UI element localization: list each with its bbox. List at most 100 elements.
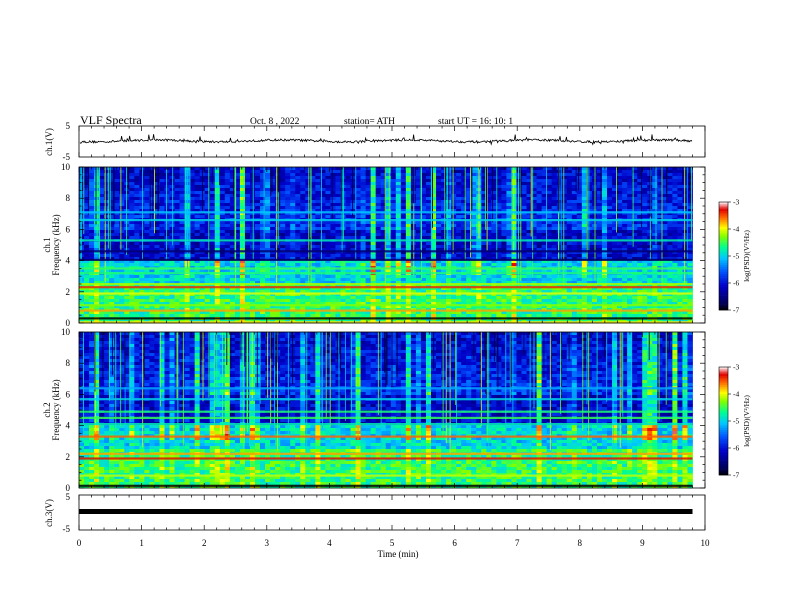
spectrogram-cell bbox=[617, 221, 623, 225]
spectrogram-cell bbox=[536, 260, 543, 264]
spectrogram-cell bbox=[390, 227, 397, 231]
spectrogram-cell bbox=[456, 281, 462, 285]
spectrogram-cell bbox=[209, 200, 216, 204]
spectrogram-cell bbox=[144, 275, 150, 279]
spectrogram-cell bbox=[350, 185, 356, 189]
spectrogram-cell bbox=[375, 251, 382, 255]
spectrogram-cell bbox=[300, 251, 306, 255]
spectrogram-cell bbox=[516, 242, 522, 246]
spectrogram-cell bbox=[576, 227, 583, 231]
spectrogram-cell bbox=[249, 227, 256, 231]
spectrogram-cell bbox=[270, 230, 276, 234]
spectrogram-cell bbox=[124, 269, 130, 273]
spectrogram-cell bbox=[370, 200, 377, 204]
spectrogram-cell bbox=[249, 254, 256, 258]
spectrogram-cell bbox=[234, 242, 241, 246]
spectrogram-cell bbox=[194, 227, 201, 231]
spectrogram-cell bbox=[657, 221, 663, 225]
spectrogram-cell bbox=[260, 230, 266, 234]
spectrogram-cell bbox=[174, 206, 180, 210]
spectrogram-cell bbox=[370, 221, 377, 225]
spectrogram-cell bbox=[229, 179, 236, 183]
spectrogram-cell bbox=[385, 275, 392, 279]
spectrogram-cell bbox=[335, 167, 341, 171]
spectrogram-cell bbox=[149, 191, 155, 195]
spectrogram-cell bbox=[255, 212, 261, 216]
spectrogram-cell bbox=[315, 254, 321, 258]
spectrogram-cell bbox=[114, 242, 120, 246]
spectrogram-cell bbox=[164, 242, 170, 246]
spectrogram-cell bbox=[596, 170, 603, 174]
spectrogram-cell bbox=[194, 263, 201, 267]
spectrogram-cell bbox=[84, 275, 90, 279]
spectrogram-cell bbox=[395, 191, 402, 195]
spectrogram-cell bbox=[179, 194, 185, 198]
spectrogram-cell bbox=[265, 194, 271, 198]
spectrogram-cell bbox=[265, 188, 271, 192]
spectrogram-cell bbox=[119, 227, 125, 231]
spectrogram-cell bbox=[662, 227, 668, 231]
spectrogram-cell bbox=[224, 248, 231, 252]
spectrogram-cell bbox=[295, 182, 301, 186]
spectrogram-cell bbox=[521, 278, 527, 282]
spectrogram-cell bbox=[385, 191, 392, 195]
spectrogram-cell bbox=[461, 167, 467, 171]
spectrogram-cell bbox=[431, 251, 437, 255]
spectrogram-cell bbox=[617, 173, 623, 177]
spectrogram-cell bbox=[159, 182, 165, 186]
spectrogram-cell bbox=[431, 194, 437, 198]
spectrogram-cell bbox=[119, 170, 125, 174]
spectrogram-cell bbox=[249, 257, 256, 261]
spectrogram-cell bbox=[566, 176, 573, 180]
spectrogram-cell bbox=[285, 194, 291, 198]
spectrogram-cell bbox=[260, 245, 266, 249]
spectrogram-cell bbox=[486, 230, 492, 234]
spectrogram-cell bbox=[677, 215, 683, 219]
spectrogram-cell bbox=[365, 269, 372, 273]
spectrogram-cell bbox=[154, 212, 160, 216]
spectrogram-cell bbox=[255, 197, 261, 201]
spectrogram-cell bbox=[144, 182, 150, 186]
spectrogram-cell bbox=[601, 263, 608, 267]
spectrogram-cell bbox=[129, 209, 135, 213]
spectrogram-cell bbox=[496, 263, 502, 267]
spectrogram-cell bbox=[199, 233, 206, 237]
spectrogram-cell bbox=[506, 200, 512, 204]
spectrogram-cell bbox=[687, 203, 693, 207]
spectrogram-cell bbox=[657, 182, 663, 186]
spectrogram-cell bbox=[370, 203, 377, 207]
spectrogram-cell bbox=[486, 197, 492, 201]
spectrogram-cell bbox=[164, 188, 170, 192]
spectrogram-cell bbox=[265, 170, 271, 174]
spectrogram-cell bbox=[164, 185, 170, 189]
spectrogram-cell bbox=[224, 215, 231, 219]
spectrogram-cell bbox=[290, 221, 296, 225]
spectrogram-cell bbox=[159, 257, 165, 261]
spectrogram-cell bbox=[425, 209, 432, 213]
spectrogram-cell bbox=[395, 185, 402, 189]
spectrogram-cell bbox=[506, 278, 512, 282]
spectrogram-cell bbox=[94, 287, 100, 291]
spectrogram-cell bbox=[581, 173, 588, 177]
spectrogram-cell bbox=[179, 242, 185, 246]
spectrogram-cell bbox=[154, 188, 160, 192]
spectrogram-cell bbox=[415, 224, 422, 228]
spectrogram-cell bbox=[234, 278, 241, 282]
spectrogram-cell bbox=[486, 242, 492, 246]
spectrogram-cell bbox=[290, 257, 296, 261]
spectrogram-cell bbox=[174, 191, 180, 195]
spectrogram-cell bbox=[385, 209, 392, 213]
spectrogram-cell bbox=[415, 200, 422, 204]
spectrogram-cell bbox=[541, 206, 548, 210]
spectrogram-cell bbox=[214, 191, 221, 195]
spectrogram-cell bbox=[571, 269, 578, 273]
spectrogram-cell bbox=[219, 185, 226, 189]
spectrogram-cell bbox=[345, 254, 351, 258]
spectrogram-cell bbox=[566, 269, 573, 273]
spectrogram-cell bbox=[476, 248, 482, 252]
spectrogram-cell bbox=[410, 284, 417, 288]
spectrogram-cell bbox=[622, 185, 628, 189]
spectrogram-cell bbox=[234, 284, 241, 288]
spectrogram-cell bbox=[340, 215, 346, 219]
spectrogram-cell bbox=[370, 173, 377, 177]
